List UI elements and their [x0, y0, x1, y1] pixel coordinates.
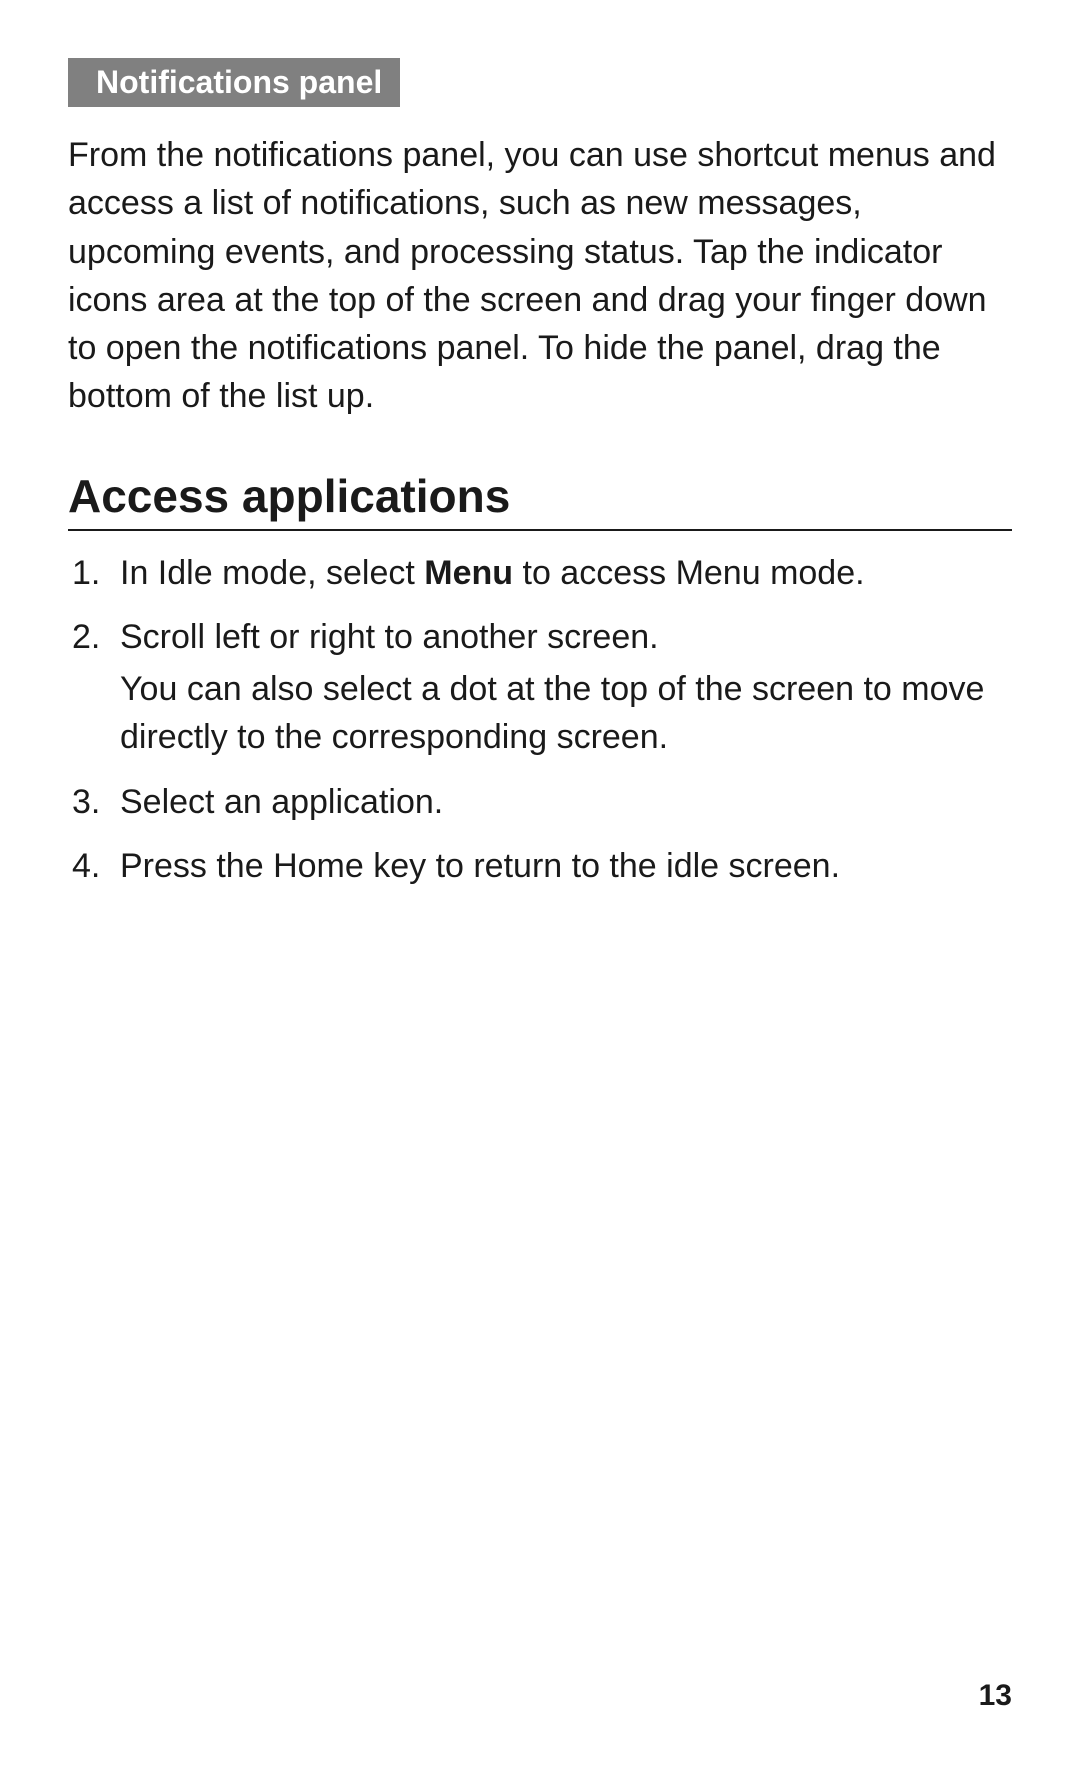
- step-text-main: Scroll left or right to another screen.: [120, 618, 659, 656]
- step-text-suffix: to access Menu mode.: [513, 554, 865, 592]
- step-item: In Idle mode, select Menu to access Menu…: [68, 549, 1012, 597]
- subsection-label: Notifications panel: [68, 58, 400, 107]
- step-item: Select an application.: [68, 778, 1012, 826]
- page-number: 13: [979, 1679, 1012, 1713]
- step-text-bold: Menu: [424, 554, 513, 592]
- step-text-main: Press the Home key to return to the idle…: [120, 847, 840, 885]
- step-text-main: Select an application.: [120, 783, 443, 821]
- step-text-prefix: In Idle mode, select: [120, 554, 424, 592]
- step-item: Scroll left or right to another screen. …: [68, 613, 1012, 762]
- section-heading: Access applications: [68, 469, 1012, 531]
- steps-list: In Idle mode, select Menu to access Menu…: [68, 549, 1012, 891]
- subsection-body: From the notifications panel, you can us…: [68, 131, 1012, 421]
- step-item: Press the Home key to return to the idle…: [68, 842, 1012, 890]
- step-text-sub: You can also select a dot at the top of …: [120, 665, 1012, 762]
